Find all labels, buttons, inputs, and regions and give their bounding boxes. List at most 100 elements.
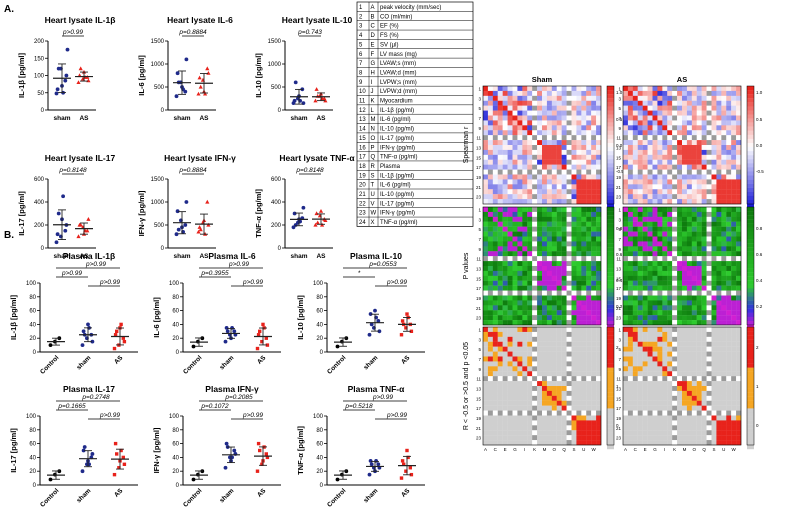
heatmap-cell [691, 435, 697, 441]
heatmap-cell [721, 351, 727, 357]
heatmap-cell [672, 381, 678, 387]
heatmap-cell [627, 430, 633, 436]
a4-ytick-label: 1000 [151, 200, 165, 206]
heatmap-cell [711, 280, 717, 286]
heatmap-cell [497, 366, 503, 372]
p-value-top: p>0.99 [372, 394, 393, 401]
heatmap-cell [502, 315, 508, 321]
heatmap-cell [672, 226, 678, 232]
heatmap-cell [652, 207, 658, 213]
table-row-code: X [371, 220, 375, 226]
heatmap-cell [632, 440, 638, 446]
heatmap-cell [627, 381, 633, 387]
heatmap-cell [517, 395, 523, 401]
heatmap-cell [542, 189, 548, 195]
heatmap-cell [581, 440, 587, 446]
heatmap-cell [546, 290, 552, 296]
heatmap-cell [623, 327, 629, 333]
heatmap-cell [726, 266, 732, 272]
heatmap-row-label: R < -0.5 or >0.5 and p <0.05 [463, 342, 470, 430]
heatmap-cell [517, 366, 523, 372]
heatmap-cell [556, 405, 562, 411]
heatmap-cell [512, 226, 518, 232]
heatmap-cell [701, 115, 707, 121]
heatmap-cell [561, 400, 567, 406]
heatmap-cell [561, 251, 567, 257]
heatmap-cell [566, 295, 572, 301]
heatmap-cell [551, 149, 557, 155]
heatmap-cell [566, 100, 572, 106]
heatmap-cell [512, 410, 518, 416]
heatmap-cell [652, 341, 658, 347]
heatmap-cell [726, 346, 732, 352]
table-row-code: N [371, 127, 375, 133]
heatmap-cell [672, 216, 678, 222]
heatmap-cell [483, 189, 489, 195]
heatmap-cell [517, 336, 523, 342]
heatmap-cell [632, 285, 638, 291]
heatmap-cell [517, 415, 523, 421]
heatmap-cell [691, 184, 697, 190]
heatmap-cell [677, 320, 683, 326]
sham-point [86, 322, 90, 327]
heatmap-cell [527, 241, 533, 247]
heatmap-cell [716, 420, 722, 426]
heatmap-cell [736, 211, 742, 217]
heatmap-cell [677, 295, 683, 301]
colorbar-segment [747, 239, 754, 244]
heatmap-cell [672, 207, 678, 213]
heatmap-cell [706, 351, 712, 357]
heatmap-cell [682, 275, 688, 281]
heatmap-cell [642, 164, 648, 170]
heatmap-cell [677, 366, 683, 372]
heatmap-cell [581, 179, 587, 185]
heatmap-cell [546, 295, 552, 301]
heatmap-cell [487, 135, 493, 141]
heatmap-cell [691, 86, 697, 92]
heatmap-cell [532, 275, 538, 281]
heatmap-cell [662, 415, 668, 421]
colorbar-segment [607, 215, 614, 220]
heatmap-cell [662, 95, 668, 101]
heatmap-cell [716, 315, 722, 321]
heatmap-cell [637, 216, 643, 222]
heatmap-cell [596, 221, 602, 227]
heatmap-cell [561, 266, 567, 272]
heatmap-cell [483, 251, 489, 257]
heatmap-cell [532, 410, 538, 416]
colorbar-label: 0.6 [756, 252, 763, 257]
heatmap-cell [581, 189, 587, 195]
heatmap-cell [542, 376, 548, 382]
heatmap-cell [637, 376, 643, 382]
heatmap-cell [672, 310, 678, 316]
heatmap-cell [686, 300, 692, 306]
heatmap-cell [627, 440, 633, 446]
table-row-number: 13 [359, 117, 366, 123]
as-point [86, 217, 91, 221]
heatmap-cell [571, 435, 577, 441]
heatmap-cell [637, 110, 643, 116]
heatmap-cell [502, 270, 508, 276]
heatmap-cell [657, 266, 663, 272]
heatmap-cell [507, 221, 513, 227]
heatmap-cell [522, 100, 528, 106]
heatmap-cell [532, 356, 538, 362]
heatmap-cell [571, 327, 577, 333]
heatmap-cell [581, 390, 587, 396]
heatmap-cell [507, 130, 513, 136]
heatmap-cell [537, 270, 543, 276]
heatmap-cell [512, 381, 518, 387]
heatmap-cell [517, 410, 523, 416]
heatmap-cell [721, 90, 727, 96]
heatmap-cell [706, 420, 712, 426]
heatmap-cell [652, 174, 658, 180]
heatmap-cell [497, 440, 503, 446]
x-category-label: Control [39, 487, 60, 508]
heatmap-cell [627, 194, 633, 200]
heatmap-cell [667, 231, 673, 237]
heatmap-cell [492, 300, 498, 306]
heatmap-cell [591, 275, 597, 281]
colorbar-segment [747, 227, 754, 232]
heatmap-cell [623, 366, 629, 372]
heatmap-cell [591, 120, 597, 126]
